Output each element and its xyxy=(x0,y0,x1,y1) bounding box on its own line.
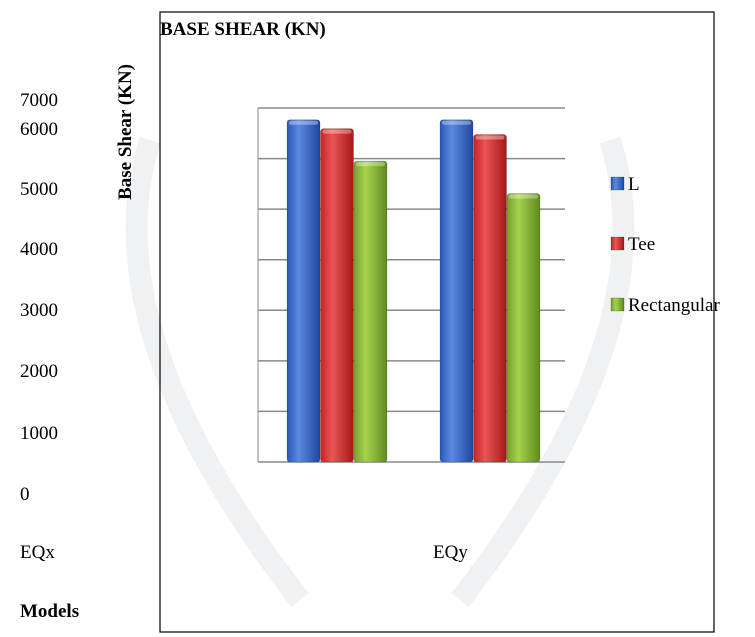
y-tick-label: 2000 xyxy=(20,361,58,382)
y-tick-label: 1000 xyxy=(20,423,58,444)
legend-swatch-rectangular xyxy=(610,297,625,312)
bar-highlight xyxy=(322,129,352,134)
bar-tee-eqy xyxy=(473,134,507,463)
y-tick-label: 7000 xyxy=(20,90,58,111)
legend-label-l: L xyxy=(628,174,640,195)
x-category-label: EQy xyxy=(433,542,468,563)
chart-border xyxy=(159,11,715,633)
legend-swatch-tee xyxy=(610,236,625,251)
legend-label-tee: Tee xyxy=(628,234,655,255)
y-tick-label: 3000 xyxy=(20,300,58,321)
bar-highlight xyxy=(509,194,538,199)
x-category-label: EQx xyxy=(20,542,55,563)
y-tick-label: 0 xyxy=(20,484,30,505)
x-axis-label: Models xyxy=(20,601,79,622)
bar-rectangular-eqy xyxy=(506,193,541,463)
y-tick-label: 4000 xyxy=(20,239,58,260)
y-axis-label: Base Shear (KN) xyxy=(115,64,136,200)
legend-swatch-l xyxy=(610,176,625,191)
bar-highlight xyxy=(442,120,471,125)
legend-label-rectangular: Rectangular xyxy=(628,295,720,316)
bar-l-eqx xyxy=(286,119,321,463)
chart-title: BASE SHEAR (KN) xyxy=(160,19,326,40)
bar-tee-eqx xyxy=(320,128,354,463)
bar-rectangular-eqx xyxy=(353,160,388,463)
y-tick-label: 5000 xyxy=(20,179,58,200)
bar-highlight xyxy=(356,162,385,167)
watermark xyxy=(125,136,635,607)
bar-highlight xyxy=(289,120,318,125)
bar-l-eqy xyxy=(439,119,474,463)
y-tick-label: 6000 xyxy=(20,119,58,140)
bar-highlight xyxy=(475,135,505,140)
